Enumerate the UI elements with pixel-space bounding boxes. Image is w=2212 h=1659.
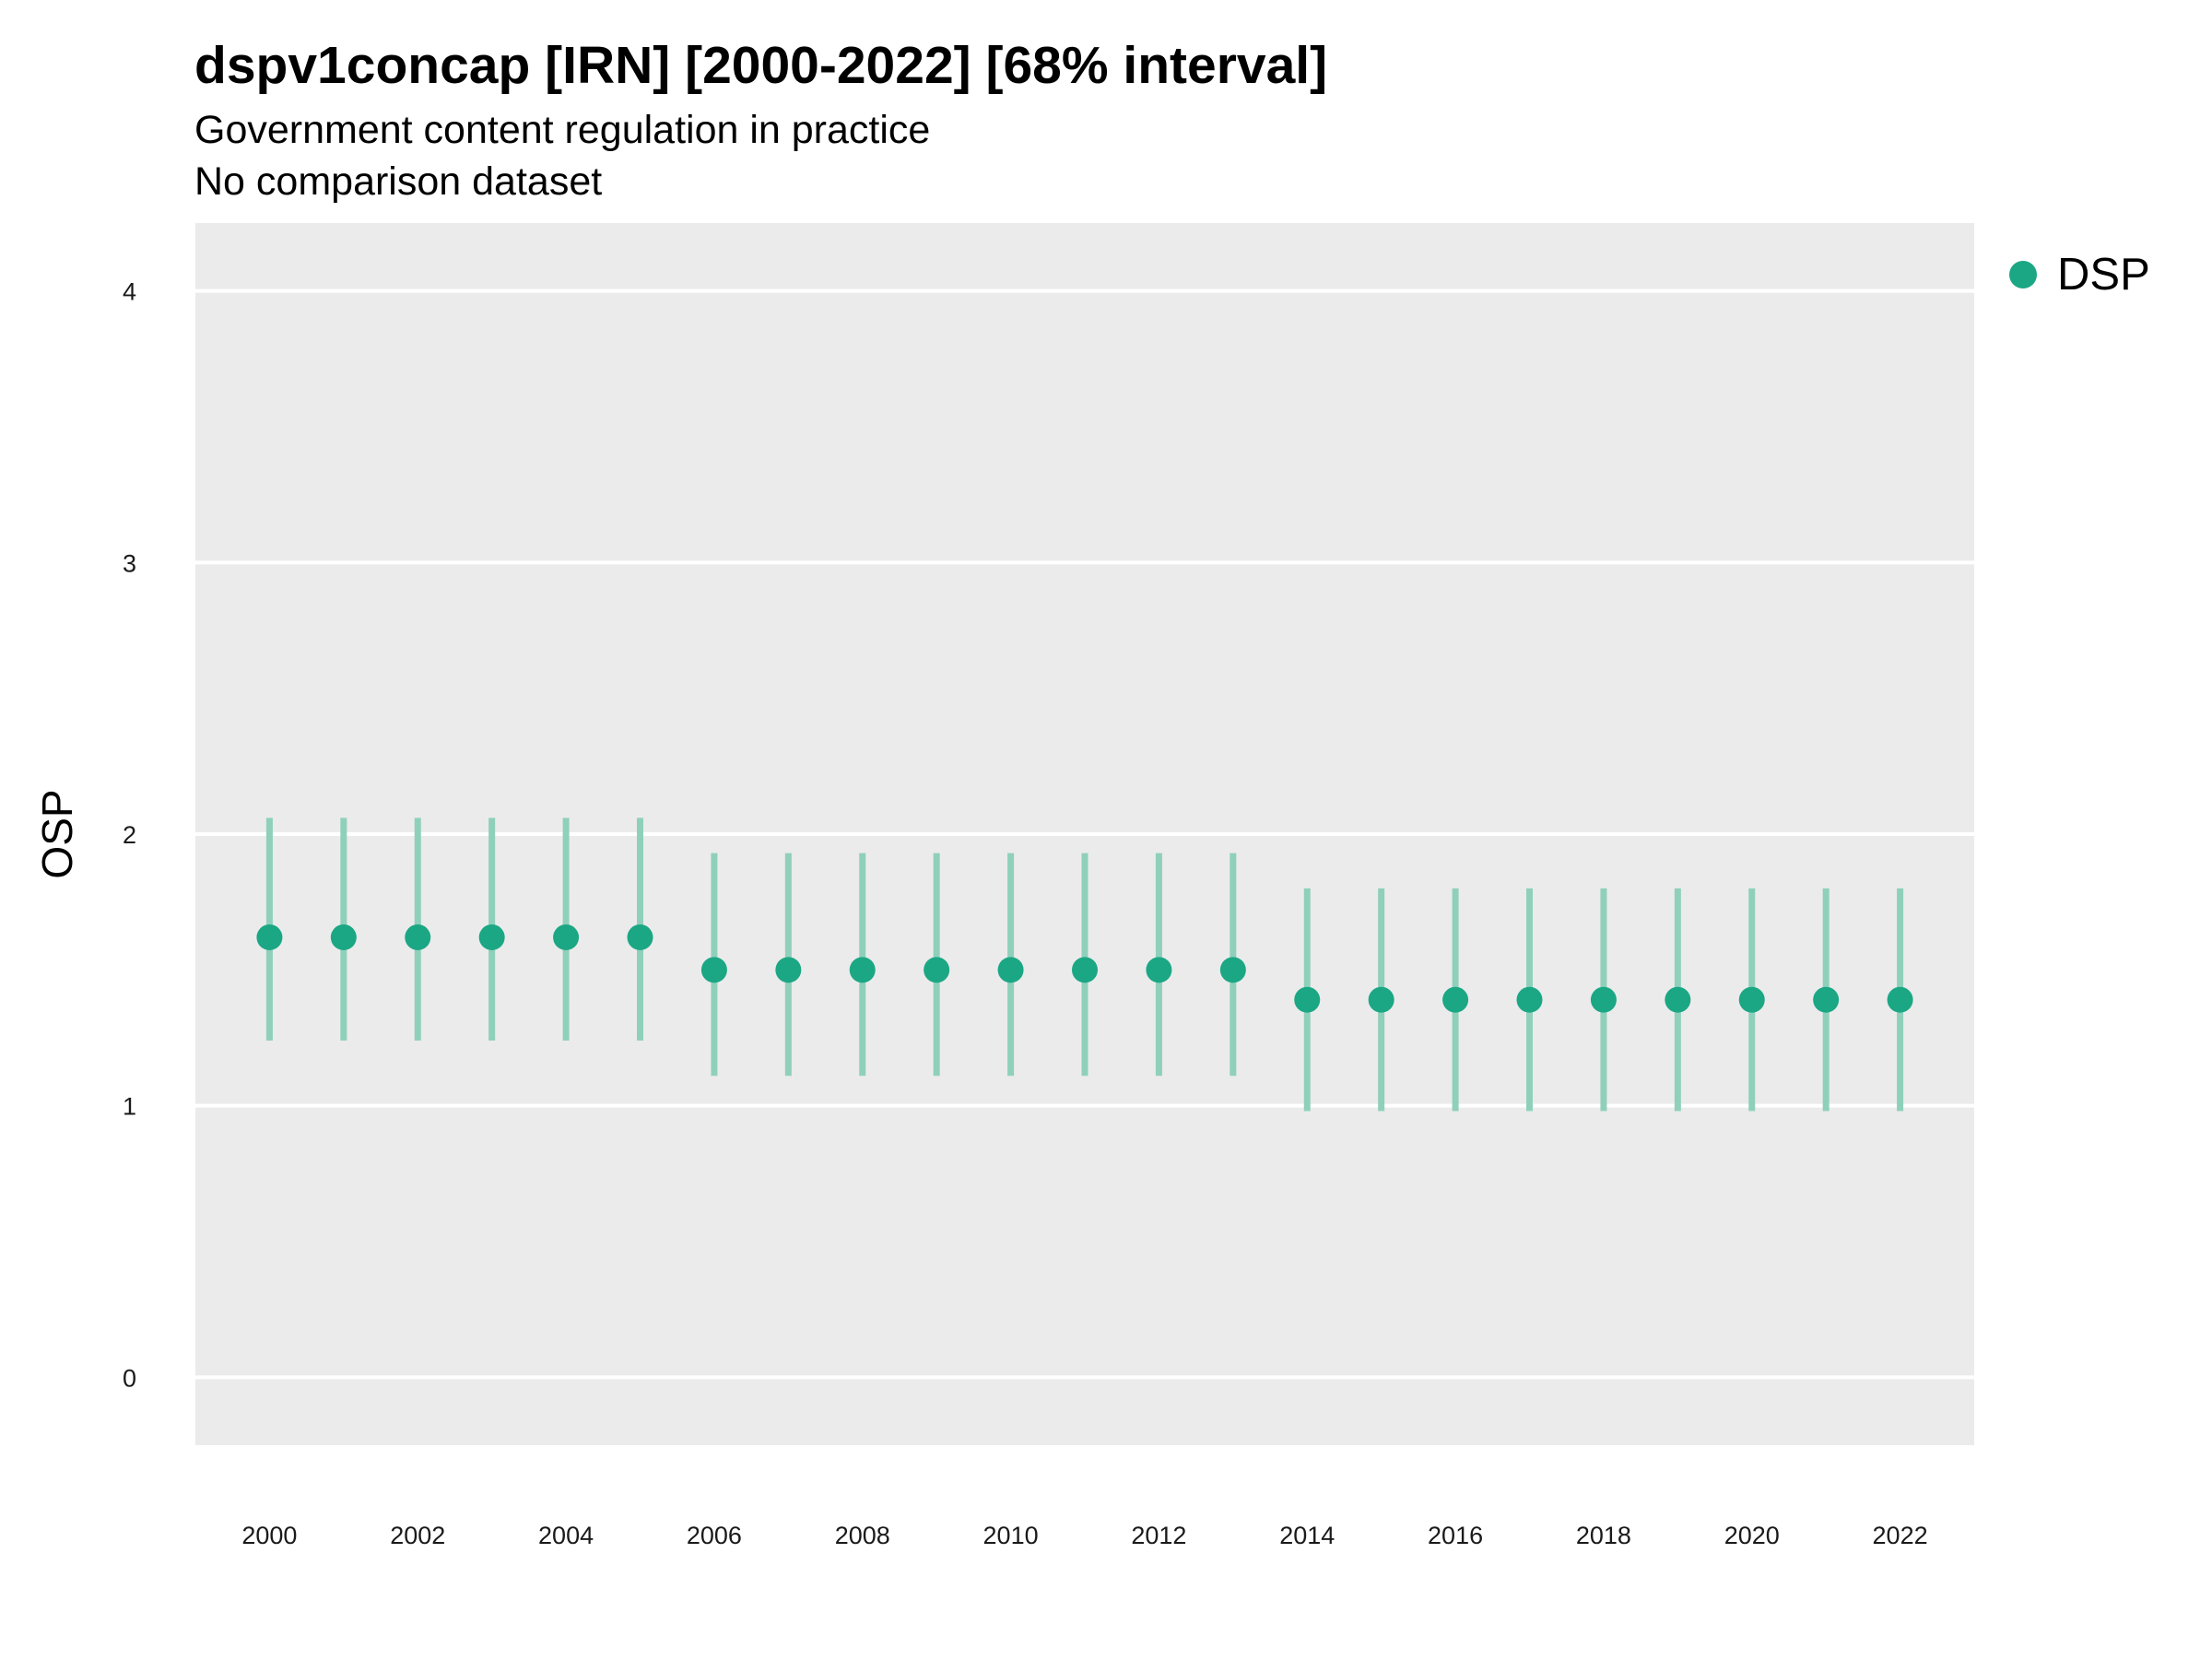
data-point [1590,986,1617,1013]
x-tick-label: 2004 [538,1522,594,1549]
data-points [256,924,1913,1013]
x-tick-label: 2016 [1428,1522,1483,1549]
y-tick-label: 4 [123,278,136,306]
data-point [330,924,357,950]
y-tick-label: 0 [123,1364,136,1392]
x-tick-label: 2022 [1873,1522,1928,1549]
data-point [1665,986,1691,1013]
data-point [1738,986,1765,1013]
chart-title: dspv1concap [IRN] [2000-2022] [68% inter… [194,36,1328,95]
x-tick-label: 2018 [1576,1522,1631,1549]
data-point [1368,986,1394,1013]
data-point [405,924,431,950]
x-tick-label: 2014 [1279,1522,1335,1549]
data-point [1516,986,1543,1013]
y-axis-ticks: 0 1 2 3 4 [123,278,136,1393]
legend-dot-icon [2009,261,2037,288]
data-point [1294,986,1321,1013]
x-tick-label: 2002 [390,1522,445,1549]
x-tick-label: 2012 [1131,1522,1186,1549]
data-point [1887,986,1913,1013]
legend: DSP [2009,249,2150,300]
data-point [775,957,802,983]
data-point [1146,957,1172,983]
x-axis-ticks: 2000 2002 2004 2006 2008 2010 2012 2014 2016 2018… [241,1522,1927,1549]
data-point [553,924,580,950]
chart-subtitle: Government content regulation in practic… [194,108,931,152]
data-point [1219,957,1246,983]
x-tick-label: 2008 [835,1522,890,1549]
x-tick-label: 2020 [1724,1522,1780,1549]
data-point [997,957,1024,983]
x-tick-label: 2010 [983,1522,1039,1549]
x-tick-label: 2006 [687,1522,742,1549]
data-point [478,924,505,950]
data-point [924,957,950,983]
data-point [1442,986,1469,1013]
chart-caption: No comparison dataset [194,159,603,204]
data-point [849,957,876,983]
y-axis-title: OSP [33,789,81,878]
data-point [1813,986,1840,1013]
data-point [1072,957,1098,983]
y-tick-label: 2 [123,821,136,849]
legend-label: DSP [2057,250,2150,300]
x-tick-label: 2000 [241,1522,297,1549]
data-point [700,957,727,983]
y-tick-label: 1 [123,1093,136,1121]
y-tick-label: 3 [123,549,136,577]
data-point [627,924,653,950]
data-point [256,924,283,950]
